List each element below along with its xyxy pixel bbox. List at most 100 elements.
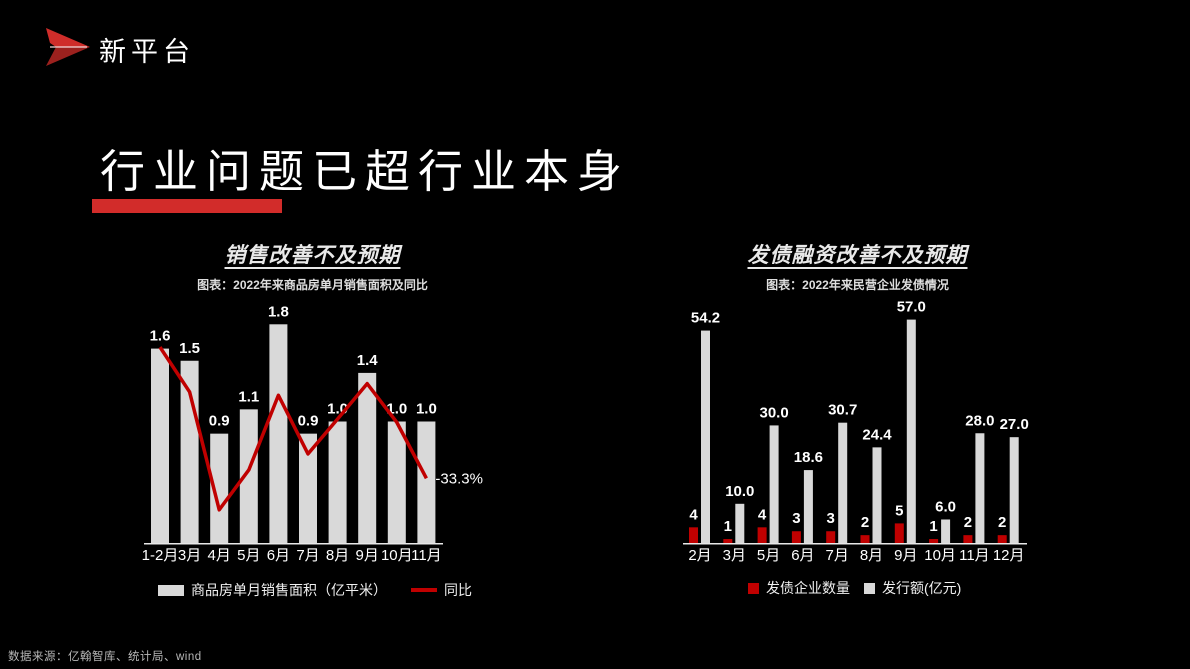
issuer-count-label: 1 [929,518,937,535]
issuer-count-bar [997,535,1007,543]
issuer-count-bar [963,535,973,543]
issuer-count-label: 3 [792,510,800,527]
issue-amount-label: 10.0 [725,483,754,500]
legend-label-sales-area: 商品房单月销售面积（亿平米） [191,582,387,598]
page-title: 行业问题已超行业本身 [100,146,631,197]
issuer-count-label: 2 [998,514,1006,531]
paper-plane-logo-icon [46,28,90,66]
sales-bar [387,421,406,543]
x-axis-label: 9月 [356,547,379,564]
right-chart-title: 发债融资改善不及预期 [747,242,968,267]
x-axis-label: 3月 [723,547,746,564]
issue-amount-bar [701,330,710,543]
yoy-end-label: -33.3% [435,470,483,487]
sales-bar [299,433,317,543]
issuer-count-bar [689,527,698,543]
issue-amount-bar [975,433,985,543]
left-chart-subtitle: 图表：2022年来商品房单月销售面积及同比 [197,278,428,292]
bar-value-label: 1.6 [150,328,171,345]
x-axis-label: 5月 [757,547,780,564]
bar-value-label: 0.9 [209,413,230,430]
issue-amount-label: 28.0 [965,412,994,429]
issuer-count-label: 4 [758,506,767,523]
bar-value-label: 1.5 [179,340,200,357]
issuer-count-label: 2 [861,514,869,531]
x-axis-label: 1-2月 [142,547,179,564]
sales-bar [180,360,199,543]
x-axis-label: 11月 [411,547,442,564]
sales-bar [210,433,229,543]
issue-amount-label: 30.7 [828,402,857,419]
x-axis-label: 6月 [267,547,290,564]
legend-label-yoy: 同比 [444,582,472,598]
sales-bar [239,409,258,543]
issue-amount-bar [769,425,779,543]
issue-amount-bar [838,422,848,543]
x-axis-label: 4月 [208,547,231,564]
issuer-count-bar [894,523,904,543]
issuer-count-bar [757,527,767,543]
issuer-count-label: 5 [895,502,903,519]
issuer-count-label: 3 [827,510,835,527]
x-axis-label: 10月 [924,547,956,564]
bar-value-label: 1.8 [268,303,289,320]
sales-bar-line-chart: 1.6 1-2月 1.5 3月 0.9 4月 1.1 5月 1.8 6月 0.9 7月 1.0 8月 1.4… [142,303,483,564]
bond-grouped-bar-chart: 4 54.2 2月 1 10.0 3月 4 30.0 5月 3 18.6 6月 3 30.7 7月 2 24.4… [683,299,1029,564]
yoy-trend-line [158,346,428,512]
issue-amount-label: 54.2 [691,310,720,327]
issue-amount-bar [803,470,813,543]
left-chart-title: 销售改善不及预期 [224,242,401,267]
issue-amount-label: 18.6 [794,449,823,466]
issuer-count-bar [860,535,870,543]
sales-bar [151,348,169,543]
x-axis-label: 11月 [959,547,990,564]
brand-name: 新平台 [99,37,195,67]
x-axis-label: 7月 [296,547,319,564]
red-line-swatch [411,588,437,592]
issue-amount-bar [872,447,882,543]
x-axis-label: 8月 [326,547,349,564]
issuer-count-label: 2 [964,514,972,531]
x-axis-label: 3月 [178,547,201,564]
left-chart-legend: 商品房单月销售面积（亿平米） 同比 [158,580,472,600]
issuer-count-label: 4 [689,506,698,523]
issue-amount-label: 57.0 [897,299,926,316]
data-source-note: 数据来源：亿翰智库、统计局、wind [8,651,202,663]
right-chart-subtitle: 图表：2022年来民营企业发债情况 [766,278,949,292]
issue-amount-bar [735,503,745,543]
x-axis-label: 6月 [791,547,814,564]
issuer-count-bar [723,539,733,543]
x-axis-label: 5月 [237,547,260,564]
x-axis-label: 8月 [860,547,883,564]
issue-amount-bar [1009,437,1019,543]
issuer-count-bar [826,531,836,543]
x-axis-label: 9月 [894,547,917,564]
sales-bar [417,421,436,543]
legend-label-issuer-count: 发债企业数量 [766,580,850,596]
title-accent-bar [92,199,282,213]
sales-bar [328,421,347,543]
issue-amount-label: 30.0 [759,404,788,421]
red-square-swatch [748,582,759,594]
issue-amount-label: 27.0 [1000,416,1029,433]
issue-amount-bar [941,519,951,543]
issue-amount-bar [906,319,916,543]
x-axis-label: 12月 [993,547,1025,564]
issuer-count-bar [791,531,801,543]
x-axis-label: 7月 [826,547,849,564]
gray-square-swatch [864,582,875,594]
issuer-count-bar [929,539,939,543]
legend-label-issue-amount: 发行额(亿元) [882,580,962,596]
bar-value-label: 1.0 [416,401,437,418]
x-axis-label: 2月 [688,547,711,564]
right-chart-legend: 发债企业数量 发行额(亿元) [748,578,961,598]
x-axis-label: 10月 [381,547,413,564]
gray-bar-swatch [158,584,184,596]
issue-amount-label: 24.4 [862,426,892,443]
bar-value-label: 0.9 [298,413,319,430]
issue-amount-label: 6.0 [935,498,956,515]
bar-value-label: 1.1 [238,388,259,405]
bar-value-label: 1.4 [357,352,379,369]
sales-bar [358,372,377,543]
